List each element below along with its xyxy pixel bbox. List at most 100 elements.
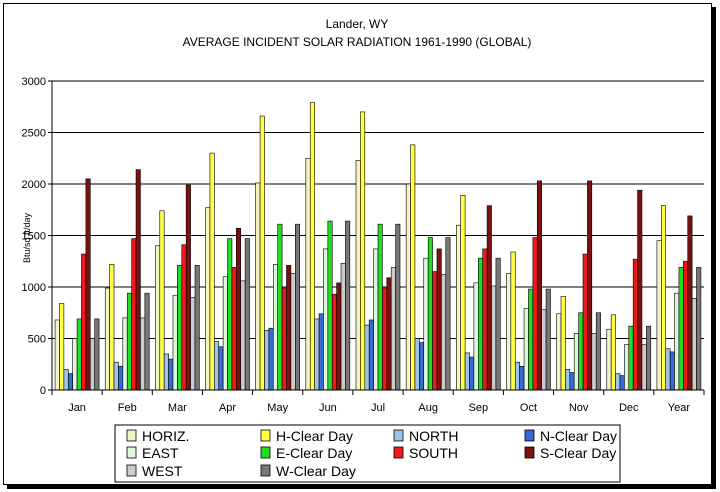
bar: [506, 273, 512, 391]
bar: [427, 237, 433, 391]
bar: [373, 248, 379, 391]
bar: [185, 184, 191, 391]
bar: [486, 205, 492, 391]
bar: [687, 215, 693, 391]
bar: [646, 325, 652, 391]
bar: [441, 274, 447, 391]
bar: [395, 223, 401, 391]
bar: [632, 258, 638, 391]
legend-label: WEST: [142, 463, 183, 479]
bar: [294, 223, 300, 391]
bar: [314, 318, 320, 391]
bar: [85, 178, 91, 391]
bar: [595, 312, 601, 391]
bar: [423, 257, 429, 391]
bar: [163, 353, 169, 391]
x-tick-labels: Jan Feb Mar Apr May Jun Jul Aug Sep Oct Nov Dec Year: [68, 402, 690, 414]
bar: [305, 157, 311, 391]
bar: [281, 287, 287, 391]
bar: [89, 338, 95, 391]
legend-swatch: [393, 429, 404, 442]
y-tick-label: 3000: [22, 76, 46, 88]
bar: [209, 152, 215, 391]
y-tick-label: 2500: [22, 128, 46, 140]
bar: [591, 333, 597, 391]
bar: [104, 287, 110, 391]
bar: [94, 318, 100, 391]
legend-swatch: [260, 446, 271, 459]
x-tick-label: Jul: [371, 402, 385, 414]
bar: [565, 369, 571, 391]
bar: [661, 205, 667, 391]
bar: [264, 329, 270, 391]
legend-swatch: [524, 429, 535, 442]
bar: [244, 238, 250, 391]
bar: [272, 264, 278, 391]
bar: [181, 244, 187, 391]
bar: [578, 312, 584, 391]
bar: [460, 195, 466, 391]
bar: [641, 344, 647, 391]
x-tick-label: Sep: [469, 402, 489, 414]
legend-label: NORTH: [409, 428, 459, 444]
bar: [345, 220, 351, 391]
legend-label: N-Clear Day: [540, 428, 617, 444]
bar: [541, 309, 547, 391]
bar: [54, 319, 60, 391]
legend-swatch: [393, 446, 404, 459]
bar: [126, 292, 132, 391]
chart-title: Lander, WY: [326, 17, 389, 31]
bar: [76, 318, 82, 391]
bar: [144, 292, 150, 391]
bar: [624, 344, 630, 391]
bar: [268, 327, 274, 391]
bar: [665, 348, 671, 391]
bar: [159, 210, 165, 391]
x-tick-label: Apr: [219, 402, 236, 414]
bar: [135, 169, 141, 391]
y-axis-label: Btu/sq ft/day: [22, 212, 32, 263]
bar: [469, 356, 475, 391]
bar: [227, 238, 233, 391]
bar: [240, 280, 246, 391]
bar: [67, 373, 73, 391]
bar: [656, 240, 662, 391]
legend-label: EAST: [142, 445, 179, 461]
bar: [109, 264, 115, 391]
y-tick-label: 1000: [22, 282, 46, 294]
bar: [218, 346, 224, 391]
bar: [696, 267, 702, 391]
bar: [491, 285, 497, 391]
bar: [318, 313, 324, 391]
bar: [573, 333, 579, 391]
bar: [155, 245, 161, 391]
bar: [473, 282, 479, 391]
bar: [582, 253, 588, 391]
x-tick-label: Nov: [569, 402, 589, 414]
bar: [205, 207, 211, 391]
legend-swatch: [126, 429, 137, 442]
legend-swatch: [260, 429, 271, 442]
bar: [510, 251, 516, 391]
bar: [482, 248, 488, 391]
bar: [194, 265, 200, 391]
bar: [360, 111, 366, 391]
bar: [419, 342, 425, 391]
legend-label: HORIZ.: [142, 428, 189, 444]
bar: [118, 366, 124, 391]
bar: [231, 267, 237, 391]
y-tick-label: 1500: [22, 231, 46, 243]
bar: [587, 180, 593, 391]
bar: [445, 237, 451, 391]
bar: [286, 265, 292, 391]
x-tick-label: Year: [668, 402, 691, 414]
bar: [532, 237, 538, 391]
bar: [560, 295, 566, 391]
bar: [177, 265, 183, 391]
x-tick-label: Jun: [319, 402, 337, 414]
bar: [619, 375, 625, 391]
bar: [464, 352, 470, 391]
bar: [606, 328, 612, 391]
bar: [432, 271, 438, 391]
x-tick-label: May: [267, 402, 288, 414]
